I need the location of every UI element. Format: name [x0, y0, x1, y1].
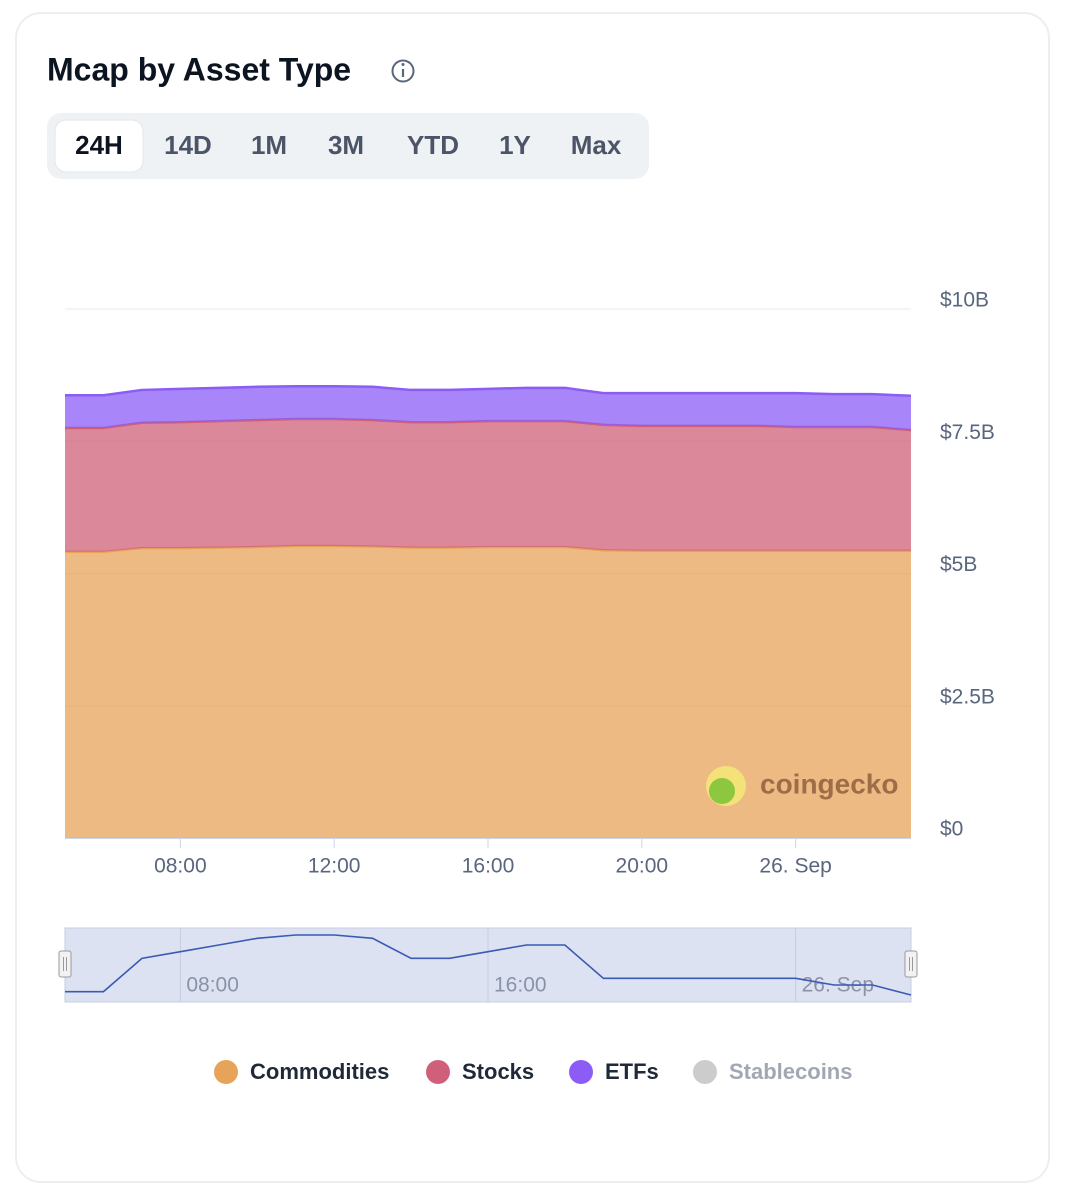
navigator-handle-box[interactable]: [904, 950, 918, 978]
x-tick-label: 12:00: [308, 855, 361, 878]
navigator-tick-label: 16:00: [494, 974, 547, 997]
legend-label[interactable]: ETFs: [605, 1059, 659, 1084]
legend-item[interactable]: Commodities: [214, 1059, 389, 1084]
range-button[interactable]: 24H: [54, 119, 144, 173]
legend-label[interactable]: Commodities: [250, 1059, 389, 1084]
navigator-line: [65, 934, 912, 996]
y-tick-label: $0: [940, 818, 963, 841]
legend-swatch[interactable]: [426, 1060, 450, 1084]
range-group: [47, 113, 649, 179]
navigator-tick-label: 08:00: [186, 974, 239, 997]
range-button-label[interactable]: YTD: [407, 130, 459, 160]
range-button-bg[interactable]: [54, 119, 144, 173]
range-button-label[interactable]: Max: [571, 130, 622, 160]
navigator-handle[interactable]: [58, 950, 72, 978]
y-tick-label: $7.5B: [940, 421, 995, 444]
watermark-text: coingecko: [760, 768, 898, 799]
legend-swatch[interactable]: [214, 1060, 238, 1084]
range-button-label[interactable]: 14D: [164, 130, 212, 160]
chart-title: Mcap by Asset Type: [47, 51, 351, 87]
area: [65, 545, 911, 838]
legend-item[interactable]: ETFs: [569, 1059, 659, 1084]
range-button[interactable]: 1Y: [499, 130, 531, 160]
watermark-logo: [709, 778, 735, 804]
navigator-handle[interactable]: [904, 950, 918, 978]
legend-label[interactable]: Stocks: [462, 1059, 534, 1084]
area: [65, 386, 911, 431]
legend-item[interactable]: Stablecoins: [693, 1059, 852, 1084]
x-tick-label: 26. Sep: [759, 855, 831, 878]
navigator-handle-box[interactable]: [58, 950, 72, 978]
x-tick-label: 16:00: [462, 855, 515, 878]
info-icon[interactable]: [391, 59, 415, 83]
legend-label[interactable]: Stablecoins: [729, 1059, 852, 1084]
legend-item[interactable]: Stocks: [426, 1059, 534, 1084]
range-button-label[interactable]: 1M: [251, 130, 287, 160]
legend-swatch[interactable]: [693, 1060, 717, 1084]
range-button[interactable]: 14D: [164, 130, 212, 160]
range-button-label[interactable]: 1Y: [499, 130, 531, 160]
watermark: coingecko: [706, 766, 898, 806]
y-tick-label: $10B: [940, 289, 989, 312]
area-line: [65, 384, 912, 398]
x-tick-label: 20:00: [616, 855, 669, 878]
y-tick-label: $5B: [940, 553, 977, 576]
range-button-label[interactable]: 24H: [75, 130, 123, 160]
range-button[interactable]: 1M: [251, 130, 287, 160]
x-tick-label: 08:00: [154, 855, 207, 878]
range-button[interactable]: Max: [571, 130, 622, 160]
y-tick-label: $2.5B: [940, 685, 995, 708]
legend-swatch[interactable]: [569, 1060, 593, 1084]
range-button-label[interactable]: 3M: [328, 130, 364, 160]
range-button[interactable]: 3M: [328, 130, 364, 160]
range-button[interactable]: YTD: [407, 130, 459, 160]
area: [65, 419, 911, 552]
